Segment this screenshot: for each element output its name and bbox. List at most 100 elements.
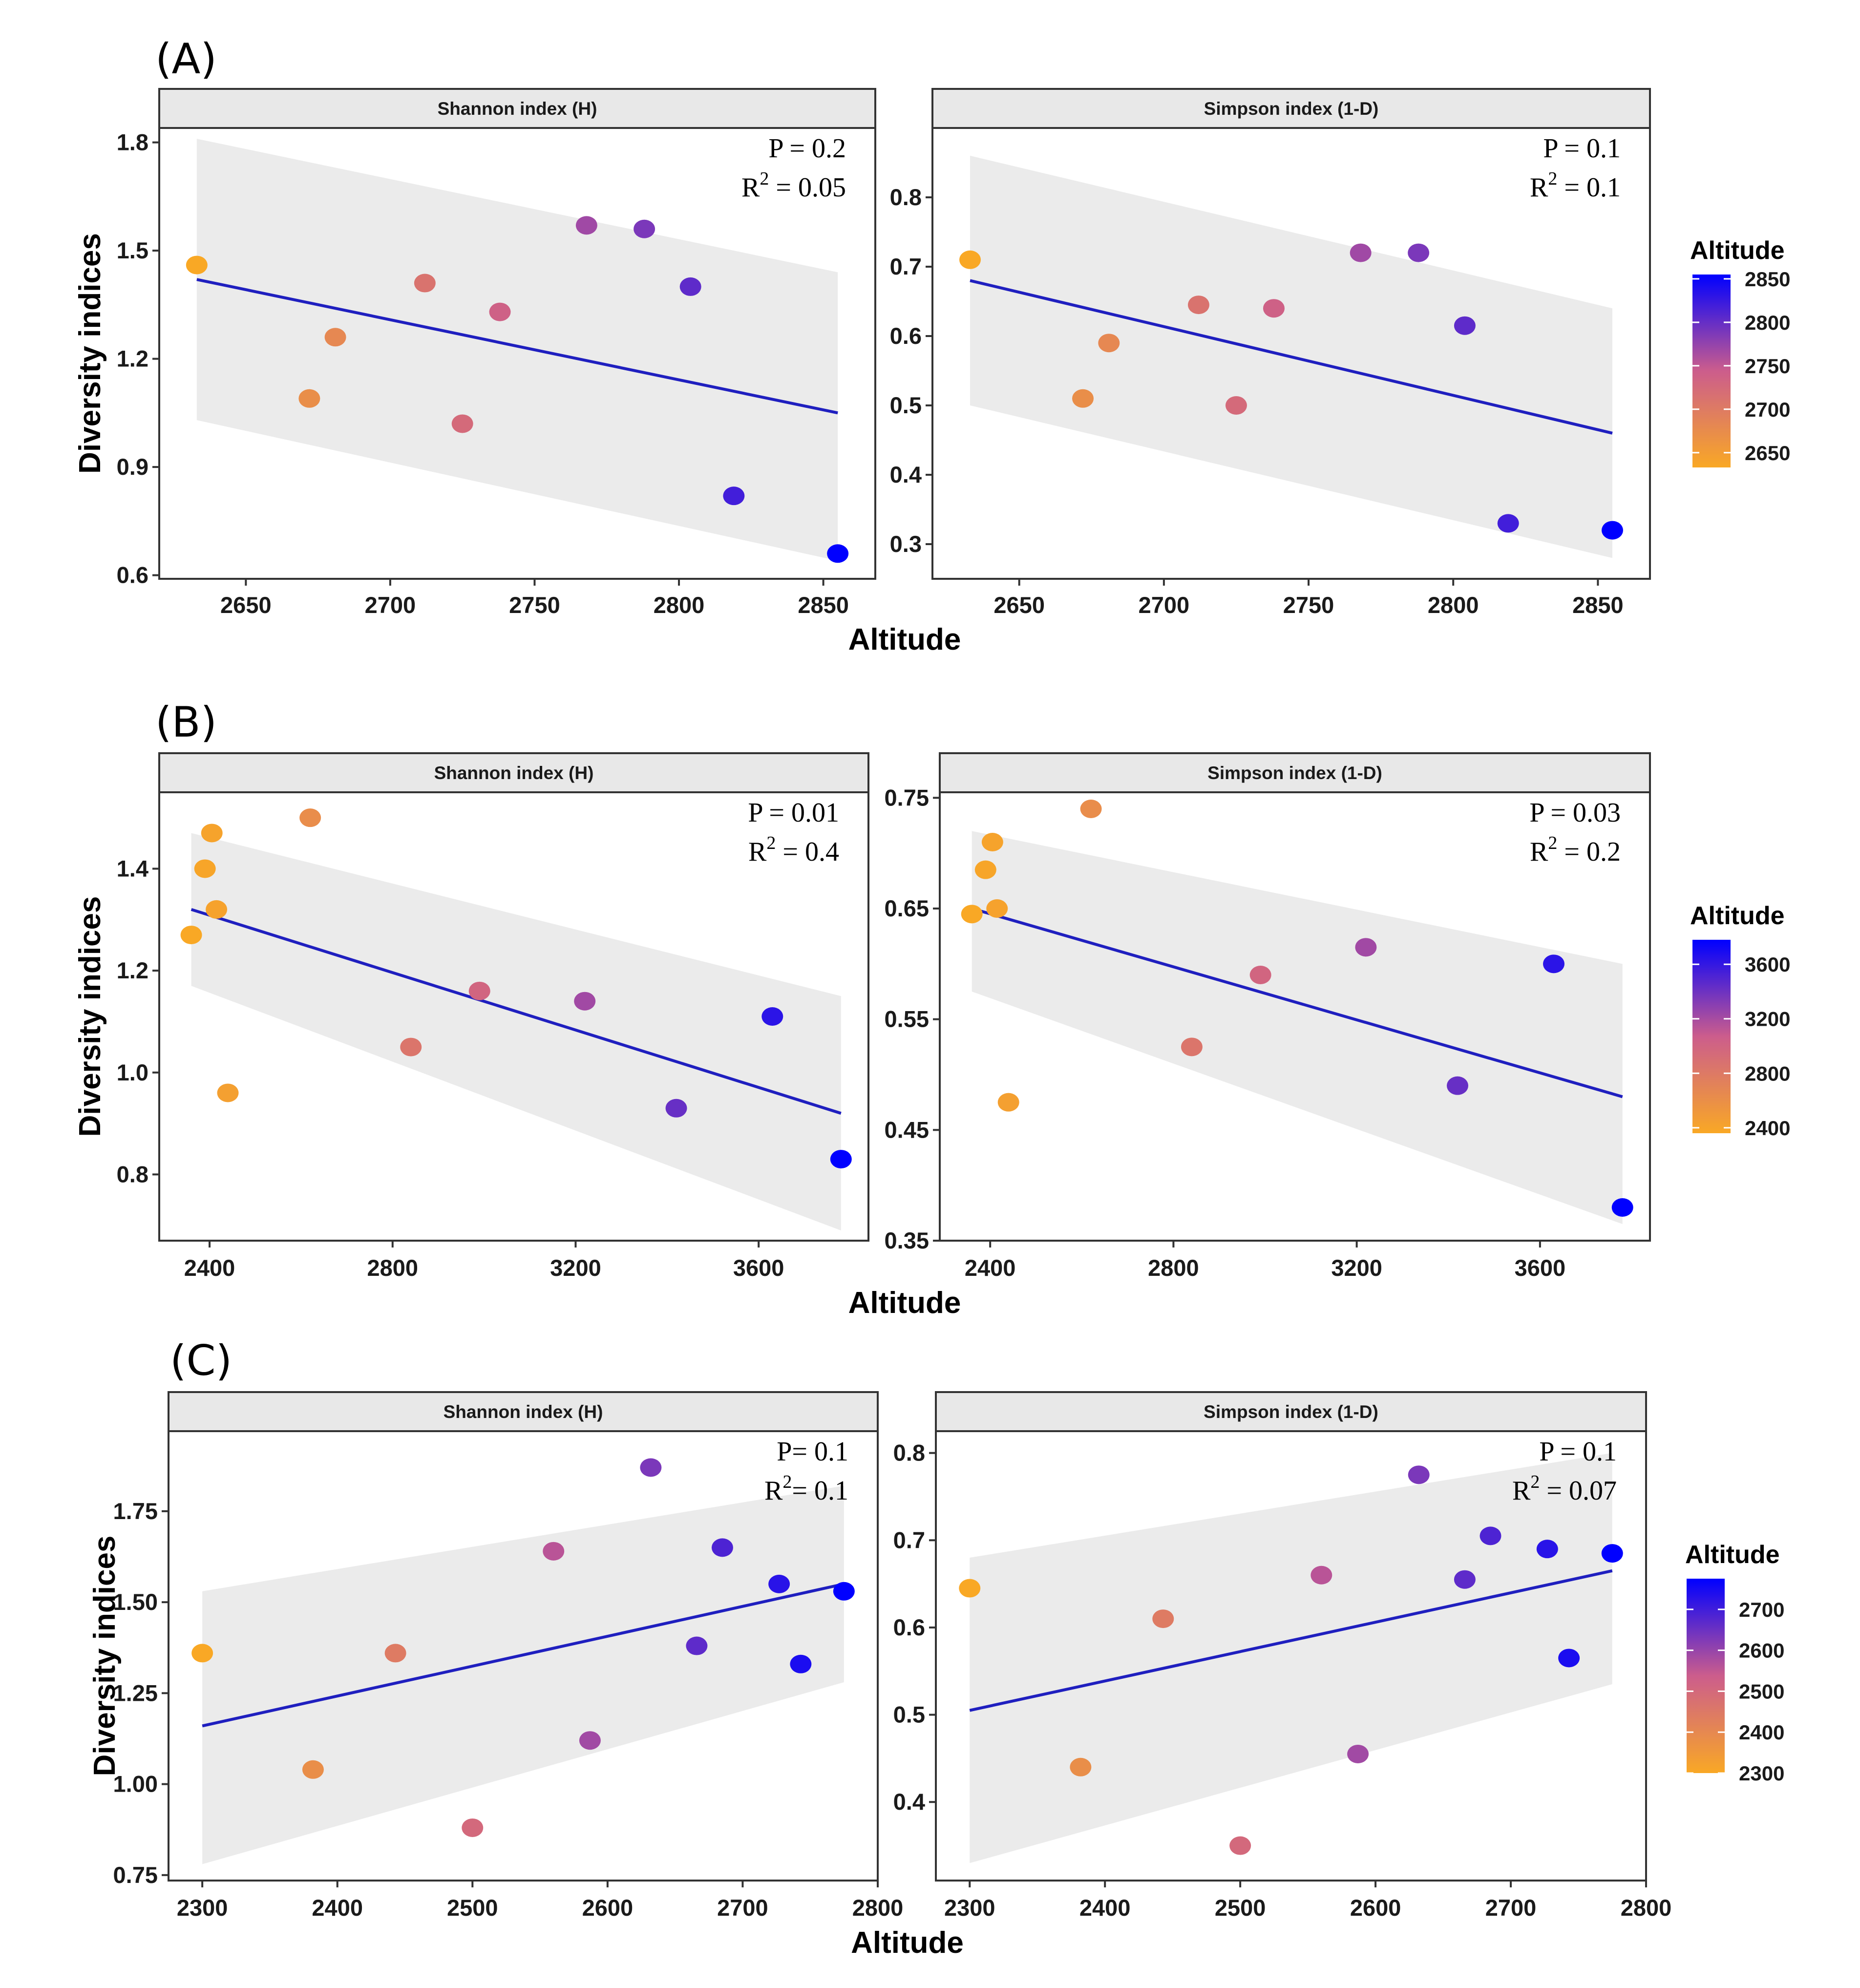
plot-frame bbox=[935, 1430, 1647, 1882]
data-point bbox=[634, 219, 655, 238]
x-tick-label: 3200 bbox=[550, 1255, 601, 1281]
facet-strip bbox=[158, 88, 876, 129]
data-point bbox=[761, 1007, 783, 1026]
data-point bbox=[543, 1542, 565, 1561]
data-point bbox=[299, 808, 321, 827]
y-tick-label: 0.4 bbox=[890, 462, 922, 487]
data-point bbox=[1350, 243, 1372, 262]
data-point bbox=[1098, 334, 1120, 353]
stat-r-squared: R2= 0.1 bbox=[764, 1472, 848, 1506]
y-axis-title: Diversity indices bbox=[88, 1536, 122, 1777]
data-point bbox=[1447, 1076, 1469, 1095]
x-tick-label: 2750 bbox=[1283, 592, 1334, 618]
legend-tick-label: 2400 bbox=[1739, 1721, 1784, 1744]
data-point bbox=[489, 302, 511, 321]
y-tick-label: 0.7 bbox=[893, 1527, 925, 1553]
data-point bbox=[1408, 243, 1430, 262]
panel-0: (A) Shannon index (H) 0.6 0.9 1.2 1.5 1.8 2650 2… bbox=[73, 35, 1790, 656]
data-point bbox=[790, 1654, 812, 1673]
legend-title: Altitude bbox=[1690, 902, 1785, 930]
color-legend: Altitude 2650 2700 2750 2800 2850 bbox=[1690, 236, 1790, 467]
y-tick-label: 0.5 bbox=[890, 392, 922, 418]
facet-simpson: Simpson index (1-D) 0.4 0.5 0.6 0.7 0.8 2300 24… bbox=[893, 1391, 1672, 1921]
data-point bbox=[986, 899, 1008, 918]
legend-tick-label: 3200 bbox=[1745, 1008, 1790, 1031]
y-tick-label: 0.6 bbox=[117, 562, 148, 588]
data-point bbox=[1601, 1544, 1623, 1563]
r2-value: = 0.05 bbox=[769, 172, 846, 203]
stat-p-value: P = 0.1 bbox=[1543, 133, 1621, 164]
y-tick-label: 0.4 bbox=[893, 1789, 925, 1815]
y-tick-label: 1.4 bbox=[117, 855, 148, 881]
r2-value: = 0.2 bbox=[1557, 837, 1621, 867]
data-point bbox=[1310, 1565, 1332, 1585]
x-tick-label: 2750 bbox=[509, 592, 560, 618]
y-tick-label: 0.6 bbox=[893, 1614, 925, 1640]
panel-tag: (A) bbox=[155, 35, 217, 84]
r2-symbol: R bbox=[741, 172, 760, 203]
r2-value: = 0.4 bbox=[776, 837, 839, 867]
y-tick-label: 1.50 bbox=[113, 1589, 158, 1615]
plot-frame bbox=[158, 127, 876, 580]
x-tick-label: 2400 bbox=[312, 1895, 363, 1921]
data-point bbox=[400, 1037, 422, 1057]
data-point bbox=[1454, 316, 1476, 335]
x-tick-label: 2800 bbox=[1621, 1895, 1672, 1921]
x-tick-label: 2300 bbox=[177, 1895, 228, 1921]
data-point bbox=[830, 1150, 852, 1169]
y-axis-title: Diversity indices bbox=[73, 896, 107, 1137]
data-point bbox=[1558, 1649, 1580, 1668]
data-point bbox=[1187, 296, 1209, 315]
legend-tick-label: 2800 bbox=[1745, 1062, 1790, 1085]
legend-tick-label: 2800 bbox=[1745, 311, 1790, 334]
x-tick-label: 2850 bbox=[798, 592, 849, 618]
facet-strip bbox=[158, 752, 869, 793]
legend-tick-label: 2500 bbox=[1739, 1680, 1784, 1703]
data-point bbox=[1152, 1609, 1174, 1628]
x-tick-label: 2600 bbox=[1350, 1895, 1401, 1921]
data-point bbox=[827, 544, 849, 563]
confidence-band bbox=[202, 1485, 844, 1864]
y-tick-label: 0.75 bbox=[885, 784, 929, 810]
data-point bbox=[1229, 1836, 1251, 1855]
color-legend: Altitude 2400 2800 3200 3600 bbox=[1690, 902, 1790, 1140]
stat-p-value: P = 0.1 bbox=[1539, 1437, 1617, 1467]
legend-tick-label: 2750 bbox=[1745, 355, 1790, 378]
data-point bbox=[833, 1582, 855, 1601]
r2-superscript: 2 bbox=[1548, 833, 1557, 853]
data-point bbox=[1070, 1757, 1092, 1777]
y-tick-label: 0.8 bbox=[117, 1161, 148, 1187]
stat-r-squared: R2 = 0.1 bbox=[1530, 169, 1621, 203]
facet-title: Simpson index (1-D) bbox=[1207, 763, 1382, 783]
legend-colorbar bbox=[1692, 275, 1731, 467]
r2-superscript: 2 bbox=[760, 169, 769, 189]
legend-tick-label: 2650 bbox=[1745, 442, 1790, 465]
facet-simpson: Simpson index (1-D) 0.35 0.45 0.55 0.65 0.75 2… bbox=[885, 752, 1651, 1281]
confidence-band bbox=[196, 139, 838, 561]
y-tick-label: 0.8 bbox=[890, 184, 922, 210]
r2-value: = 0.1 bbox=[792, 1476, 848, 1506]
data-point bbox=[768, 1574, 790, 1593]
x-tick-label: 2400 bbox=[1079, 1895, 1131, 1921]
y-tick-label: 1.5 bbox=[117, 237, 148, 263]
data-point bbox=[640, 1458, 662, 1477]
y-tick-label: 0.6 bbox=[890, 323, 922, 349]
regression-line bbox=[970, 279, 1613, 435]
x-axis-title: Altitude bbox=[848, 1286, 961, 1320]
stat-p-value: P = 0.03 bbox=[1529, 798, 1621, 828]
data-point bbox=[1497, 514, 1519, 533]
y-tick-label: 1.8 bbox=[117, 129, 148, 155]
y-tick-label: 0.7 bbox=[890, 254, 922, 279]
legend-tick-label: 3600 bbox=[1745, 953, 1790, 976]
data-point bbox=[194, 859, 216, 878]
regression-line bbox=[196, 278, 838, 415]
data-point bbox=[1225, 396, 1247, 415]
data-point bbox=[1611, 1198, 1633, 1217]
data-point bbox=[723, 486, 745, 506]
regression-line bbox=[190, 908, 842, 1115]
stat-r-squared: R2 = 0.2 bbox=[1530, 833, 1621, 867]
legend-tick-label: 2400 bbox=[1745, 1117, 1790, 1140]
x-tick-label: 2800 bbox=[1428, 592, 1479, 618]
data-point bbox=[711, 1538, 733, 1557]
